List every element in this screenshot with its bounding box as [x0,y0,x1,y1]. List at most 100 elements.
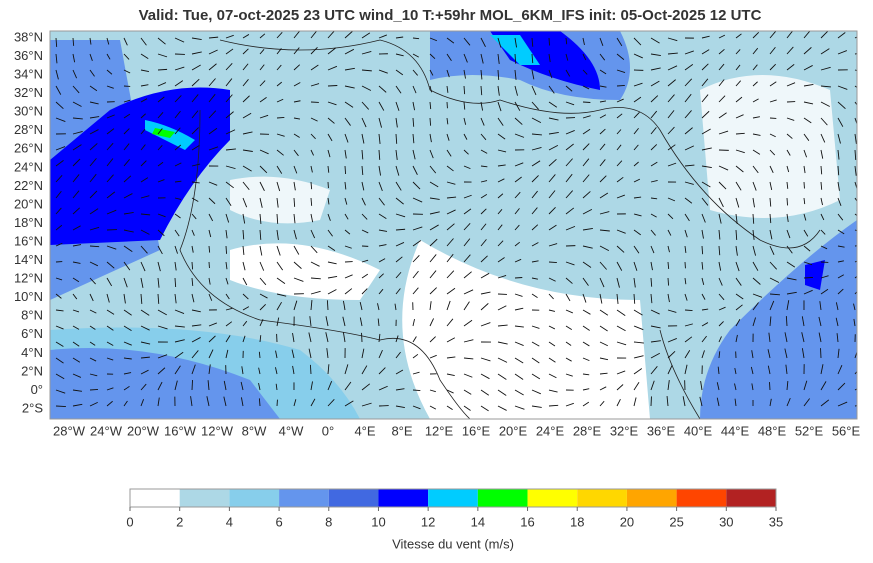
wind-arrow [412,318,415,327]
wind-arrow [701,197,709,206]
wind-arrow [684,245,687,253]
wind-arrow [293,31,300,39]
wind-arrow [191,197,199,202]
wind-arrow [769,197,772,207]
wind-arrow [276,116,285,119]
wind-arrow [242,95,250,103]
lon-label: 32°E [610,423,639,438]
wind-arrow [582,101,591,103]
wind-arrow [412,101,415,111]
wind-arrow [734,398,737,407]
wind-arrow [258,398,261,407]
wind-arrow [582,53,587,61]
lon-label: 40°E [684,423,713,438]
wind-arrow [446,165,454,172]
wind-arrow [616,113,623,119]
wind-arrow [767,349,771,359]
wind-arrow [310,149,314,156]
wind-arrow [701,322,709,327]
wind-arrow [835,317,839,327]
wind-arrow [786,261,796,268]
wind-arrow [72,357,81,363]
wind-arrow [531,53,534,64]
wind-arrow [769,63,776,71]
wind-arrow [497,101,502,112]
wind-arrow [463,53,468,63]
wind-arrow [531,69,535,80]
wind-arrow [854,213,857,217]
wind-arrow [259,181,265,192]
wind-arrow [429,149,434,159]
wind-arrow [820,399,830,407]
wind-arrow [276,32,283,39]
wind-arrow [242,48,249,55]
wind-arrow [293,213,296,224]
wind-arrow [412,69,419,76]
wind-arrow [480,53,484,64]
wind-arrow [395,101,400,111]
wind-arrow [803,47,812,55]
wind-arrow [429,318,434,327]
wind-arrow [599,229,610,232]
wind-arrow [497,209,503,215]
wind-arrow [429,254,437,263]
lat-label: 18°N [14,215,43,230]
wind-arrow [769,81,777,87]
wind-arrow [191,37,202,41]
wind-arrow [565,85,573,92]
wind-arrow [106,69,113,75]
wind-arrow [463,223,471,231]
wind-arrow [157,82,167,87]
wind-arrow [361,213,368,220]
wind-arrow [378,181,383,192]
wind-arrow [752,277,761,285]
lat-label: 10°N [14,289,43,304]
wind-arrow [735,149,745,154]
wind-arrow [650,197,658,200]
wind-arrow [429,336,436,343]
wind-arrow [208,335,216,343]
wind-arrow [55,224,63,231]
wind-arrow [616,129,622,135]
wind-arrow [667,350,676,359]
wind-arrow [565,293,571,302]
wind-arrow [106,114,115,119]
wind-arrow [514,293,523,297]
wind-arrow [377,318,380,327]
wind-arrow [752,116,760,119]
wind-arrow [72,53,76,63]
wind-arrow [497,53,500,64]
wind-arrow [72,403,83,407]
wind-arrow [344,181,347,190]
wind-arrow [395,388,405,391]
wind-arrow [699,396,703,407]
wind-arrow [650,293,653,304]
wind-arrow [701,335,707,343]
wind-arrow [735,132,745,135]
wind-arrow [769,277,780,283]
wind-arrow [395,351,401,359]
wind-arrow [446,300,451,311]
wind-arrow [599,357,609,361]
wind-arrow [361,197,366,206]
wind-arrow [446,133,450,141]
wind-arrow [717,366,720,375]
wind-arrow [242,63,249,71]
wind-arrow [446,356,456,359]
wind-arrow [616,341,627,346]
wind-arrow [72,244,82,247]
wind-arrow [734,367,737,375]
wind-arrow [378,258,386,263]
wind-arrow [310,261,320,267]
wind-arrow [701,245,704,255]
wind-arrow [565,207,575,215]
wind-arrow [361,273,369,279]
wind-arrow [650,325,661,329]
wind-arrow [55,85,62,95]
wind-arrow [72,158,81,167]
wind-arrow [123,309,132,316]
wind-arrow [293,47,300,55]
colorbar-tick-label: 8 [325,514,332,529]
wind-arrow [650,53,661,57]
wind-arrow [174,325,185,328]
